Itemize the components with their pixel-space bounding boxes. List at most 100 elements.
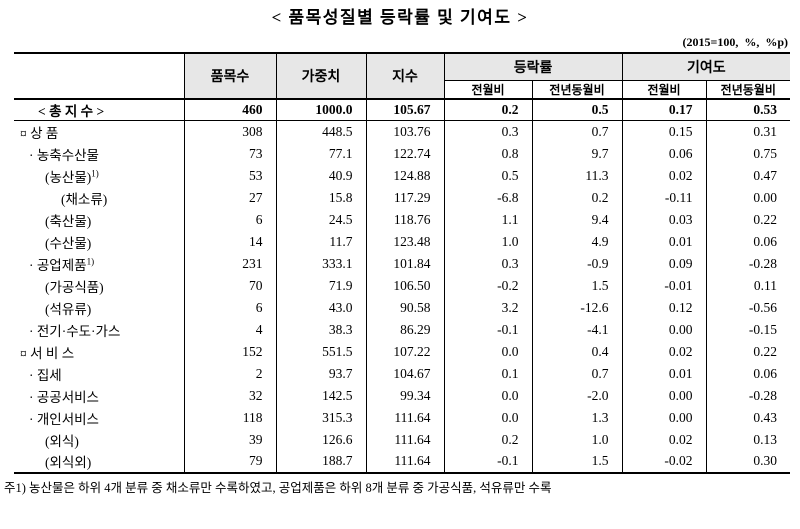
table-row: (농산물)1) 53 40.9 124.88 0.5 11.3 0.02 0.47 (14, 164, 791, 187)
value-cell: 104.67 (365, 362, 445, 385)
value-cell: 0.30 (705, 450, 791, 473)
table-row: (석유류) 6 43.0 90.58 3.2 -12.6 0.12 -0.56 (14, 296, 791, 319)
value-cell: 103.76 (365, 120, 445, 143)
table-header: 품목수 가중치 지수 등락률 기여도 전월비 전년동월비 전월비 전년동월비 (14, 53, 791, 99)
value-cell: 70 (183, 274, 277, 297)
table-row: · 공업제품1) 231 333.1 101.84 0.3 -0.9 0.09 -0.28 (14, 252, 791, 275)
row-label-text: (외식외) (45, 455, 92, 470)
row-label: (채소류) (14, 186, 185, 209)
header-group-row: 품목수 가중치 지수 등락률 기여도 (14, 53, 791, 99)
table-row: · 전기·수도·가스 4 38.3 86.29 -0.1 -4.1 0.00 -0.15 (14, 318, 791, 341)
value-cell: 99.34 (365, 384, 445, 407)
value-cell: -6.8 (443, 186, 533, 209)
row-label-text: (축산물) (45, 213, 92, 229)
value-cell: 551.5 (275, 340, 367, 363)
value-cell: 43.0 (275, 296, 367, 319)
value-cell: -0.02 (621, 450, 707, 473)
row-label-text: (수산물) (45, 235, 92, 251)
table-row: ¤ 서 비 스 152 551.5 107.22 0.0 0.4 0.02 0.22 (14, 340, 791, 363)
row-label: < 총 지 수 > (14, 98, 185, 121)
table-row: (가공식품) 70 71.9 106.50 -0.2 1.5 -0.01 0.11 (14, 274, 791, 297)
value-cell: -12.6 (531, 296, 623, 319)
row-label: (외식외) (14, 450, 185, 473)
value-cell: -0.2 (443, 274, 533, 297)
value-cell: 39 (183, 428, 277, 451)
value-cell: 111.64 (365, 450, 445, 473)
value-cell: 0.75 (705, 142, 791, 165)
page-title: < 품목성질별 등락률 및 기여도 > (271, 8, 529, 27)
value-cell: -0.28 (705, 384, 791, 407)
value-cell: 0.0 (443, 340, 533, 363)
value-cell: 2 (183, 362, 277, 385)
value-cell: 0.47 (705, 164, 791, 187)
subheader-change-mom: 전월비 (444, 79, 533, 99)
value-cell: 0.12 (621, 296, 707, 319)
value-cell: 142.5 (275, 384, 367, 407)
value-cell: 124.88 (365, 164, 445, 187)
subheader-contrib-yoy: 전년동월비 (705, 79, 791, 99)
value-cell: 6 (183, 208, 277, 231)
value-cell: 0.01 (621, 362, 707, 385)
value-cell: 0.3 (443, 252, 533, 275)
header-sub-row: 전월비 전년동월비 전월비 전년동월비 (14, 79, 791, 99)
value-cell: 38.3 (275, 318, 367, 341)
value-cell: 105.67 (365, 98, 445, 121)
value-cell: 9.4 (531, 208, 623, 231)
row-label: (농산물)1) (14, 164, 185, 187)
row-label: · 공공서비스 (14, 384, 185, 407)
value-cell: 122.74 (365, 142, 445, 165)
row-label-text: (채소류) (61, 191, 108, 207)
value-cell: 93.7 (275, 362, 367, 385)
row-label: · 농축수산물 (14, 142, 185, 165)
table-row: (외식) 39 126.6 111.64 0.2 1.0 0.02 0.13 (14, 428, 791, 451)
value-cell: 126.6 (275, 428, 367, 451)
row-label: · 전기·수도·가스 (14, 318, 185, 341)
value-cell: 14 (183, 230, 277, 253)
row-label-text: · 농축수산물 (29, 147, 99, 163)
value-cell: 0.3 (443, 120, 533, 143)
value-cell: 111.64 (365, 428, 445, 451)
value-cell: 0.2 (443, 98, 533, 121)
header-change-rate-group: 등락률 (443, 53, 623, 80)
value-cell: 0.53 (705, 98, 791, 121)
value-cell: 0.02 (621, 428, 707, 451)
value-cell: 0.17 (621, 98, 707, 121)
value-cell: 0.5 (531, 98, 623, 121)
value-cell: 79 (183, 450, 277, 473)
value-cell: 0.31 (705, 120, 791, 143)
value-cell: 1.5 (531, 274, 623, 297)
value-cell: 0.0 (443, 384, 533, 407)
table-row: (축산물) 6 24.5 118.76 1.1 9.4 0.03 0.22 (14, 208, 791, 231)
value-cell: 448.5 (275, 120, 367, 143)
row-label-text: ¤ 서 비 스 (20, 345, 75, 361)
value-cell: 0.5 (443, 164, 533, 187)
value-cell: 4 (183, 318, 277, 341)
row-label-text: · 개인서비스 (29, 411, 99, 427)
value-cell: 0.01 (621, 230, 707, 253)
value-cell: 0.2 (531, 186, 623, 209)
value-cell: 0.8 (443, 142, 533, 165)
footnote-marker: 1) (91, 168, 99, 178)
value-cell: 24.5 (275, 208, 367, 231)
value-cell: -0.56 (705, 296, 791, 319)
value-cell: 117.29 (365, 186, 445, 209)
row-label: (축산물) (14, 208, 185, 231)
row-label: (석유류) (14, 296, 185, 319)
row-label-text: (농산물) (45, 169, 92, 185)
value-cell: 106.50 (365, 274, 445, 297)
row-label-text: · 공업제품 (29, 257, 87, 273)
row-label-text: · 공공서비스 (29, 389, 99, 405)
value-cell: 32 (183, 384, 277, 407)
value-cell: 0.4 (531, 340, 623, 363)
header-item-count: 품목수 (183, 53, 277, 99)
value-cell: 71.9 (275, 274, 367, 297)
value-cell: 0.15 (621, 120, 707, 143)
value-cell: 0.02 (621, 164, 707, 187)
row-label-text: (가공식품) (45, 279, 104, 295)
value-cell: 111.64 (365, 406, 445, 429)
stats-table: 품목수 가중치 지수 등락률 기여도 전월비 전년동월비 전월비 전년동월비 <… (14, 52, 791, 474)
value-cell: 27 (183, 186, 277, 209)
header-index: 지수 (365, 53, 445, 99)
value-cell: 101.84 (365, 252, 445, 275)
